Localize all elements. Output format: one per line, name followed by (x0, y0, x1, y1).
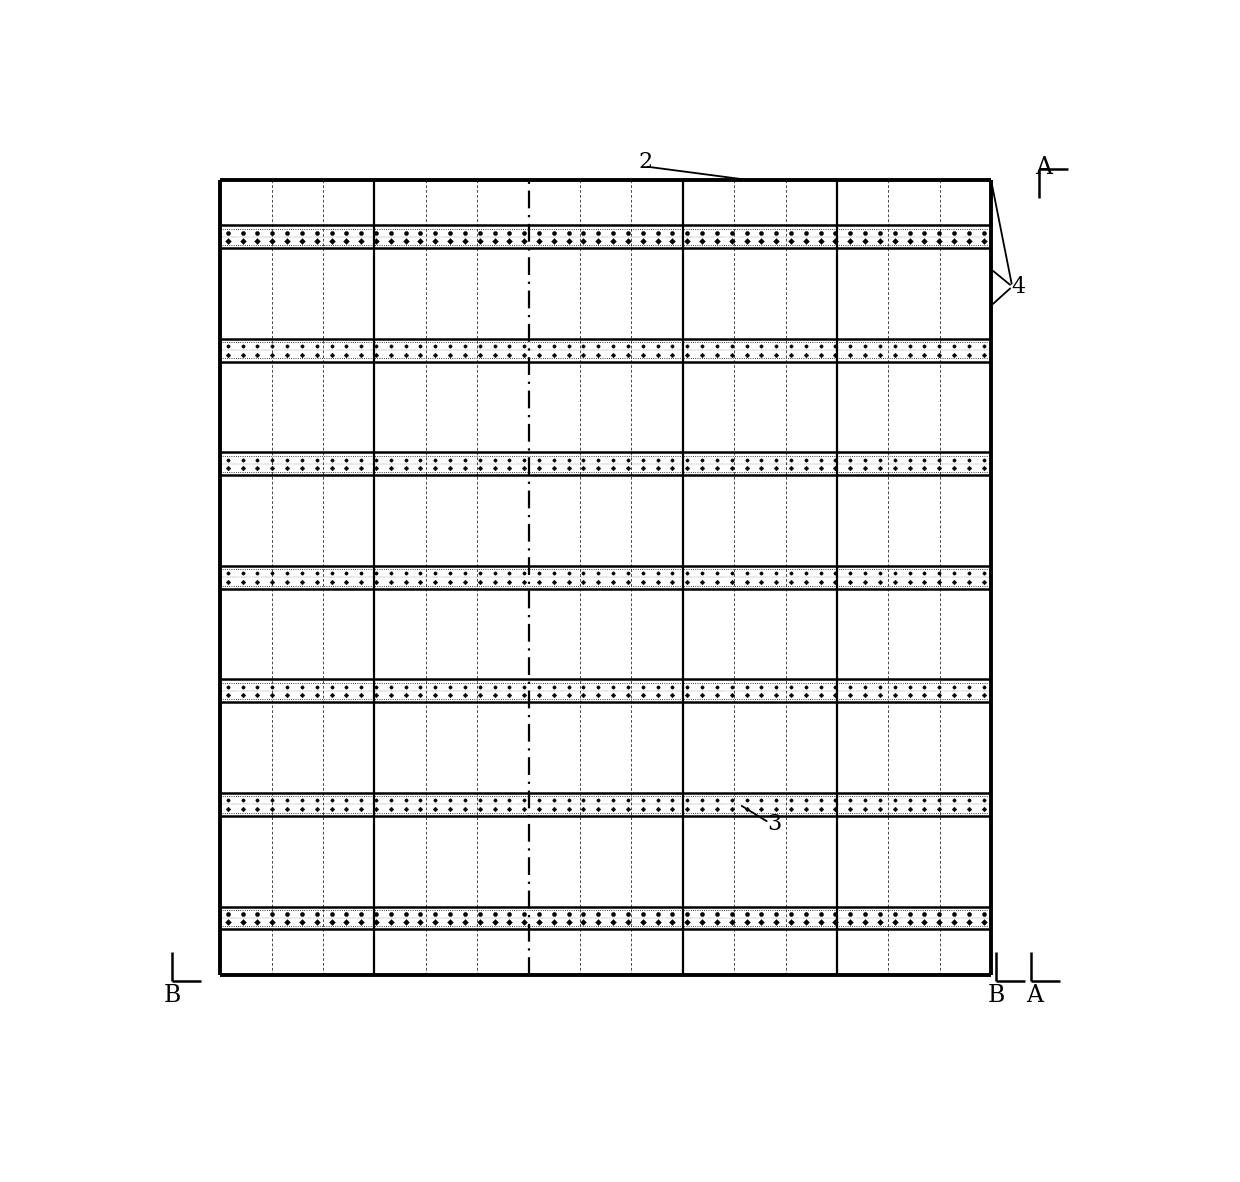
Text: 2: 2 (639, 151, 652, 173)
Text: B: B (164, 985, 181, 1007)
Text: 4: 4 (1011, 277, 1025, 299)
Text: B: B (988, 985, 1006, 1007)
Text: A: A (1025, 985, 1043, 1007)
Text: A: A (1035, 156, 1053, 178)
Text: 3: 3 (768, 813, 782, 836)
